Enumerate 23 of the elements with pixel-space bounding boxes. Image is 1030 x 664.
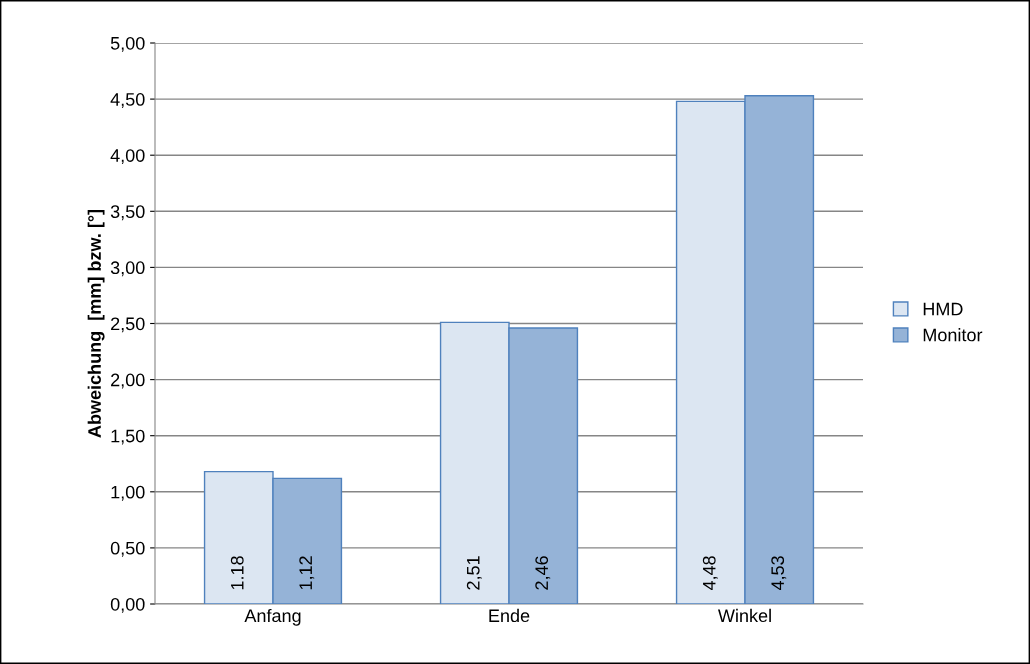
y-tick-label: 1,50 [111,429,145,445]
y-tick-label: 2,00 [111,373,145,389]
legend-label: Monitor [923,328,983,342]
data-label: 1.18 [230,556,244,590]
y-tick-label: 2,50 [111,317,145,333]
x-tick-label: Winkel [717,608,771,623]
y-tick-label: 3,00 [110,261,145,277]
data-label: 4,53 [771,556,787,591]
data-label: 2,46 [535,556,551,590]
x-tick-label: Ende [489,608,530,623]
x-tick-label: Anfang [244,608,301,626]
y-tick-label: 1,00 [111,485,145,501]
legend-label: HMD [923,302,963,316]
data-label: 4,48 [702,556,718,591]
y-tick-label: 0,50 [110,541,145,557]
y-axis-title: Abweichung [mm] bzw. [°] [87,209,105,438]
y-tick-label: 4,50 [110,93,145,108]
data-label: 2,51 [466,556,482,590]
y-tick-label: 0,00 [110,597,145,613]
data-label: 1,12 [299,556,315,590]
y-tick-label: 4,00 [110,149,145,165]
y-tick-label: 5,00 [110,36,145,52]
y-tick-label: 3,50 [110,205,145,221]
